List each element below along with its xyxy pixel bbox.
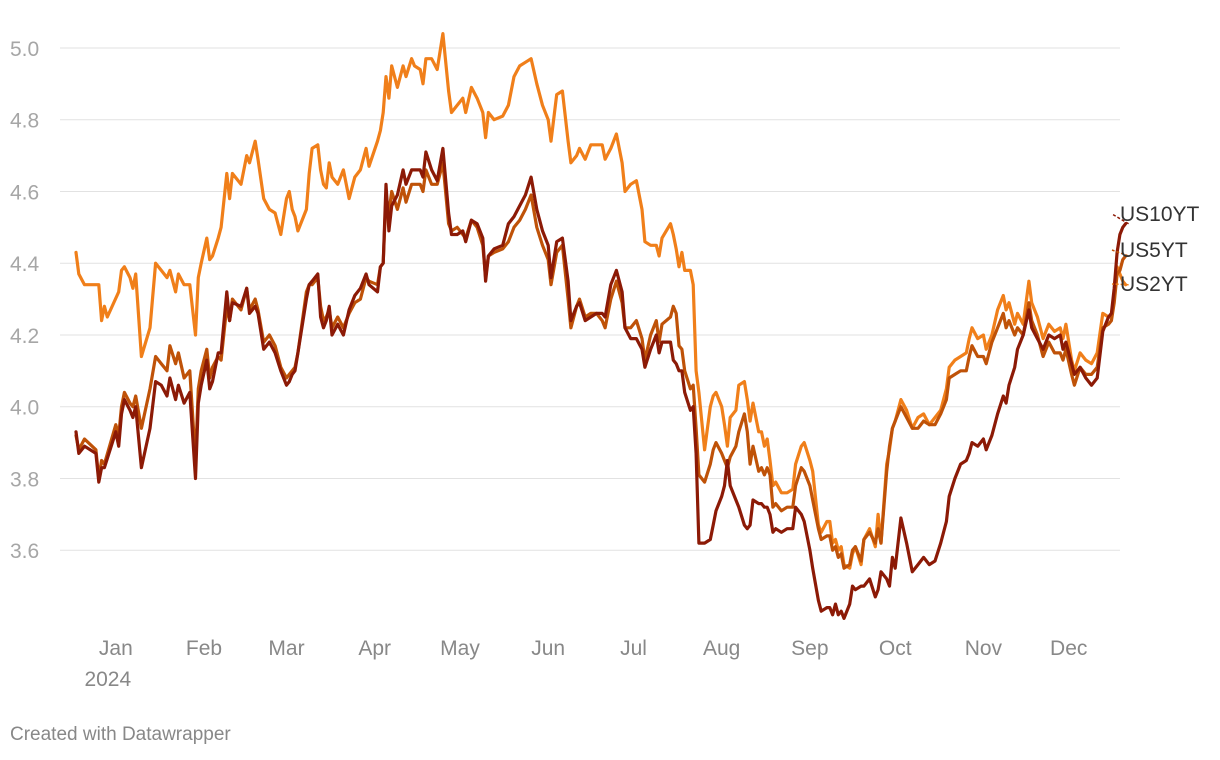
- x-tick-label: Jan: [99, 637, 133, 660]
- x-tick-label: Apr: [358, 637, 391, 660]
- legend-label-us10yt: US10YT: [1120, 203, 1200, 226]
- credit-text: Created with Datawrapper: [10, 724, 231, 745]
- legend-label-us2yt: US2YT: [1120, 273, 1188, 296]
- y-tick-label: 4.4: [10, 253, 40, 276]
- x-tick-label: Jul: [620, 637, 647, 660]
- series-line-us2yt: [74, 32, 1128, 570]
- y-tick-label: 4.0: [10, 397, 39, 420]
- x-tick-year: 2024: [84, 668, 131, 691]
- y-gridlines: [60, 47, 1120, 551]
- series-lines: [74, 32, 1128, 620]
- y-tick-label: 3.8: [10, 468, 39, 491]
- y-tick-label: 3.6: [10, 540, 39, 563]
- x-tick-label: Aug: [703, 637, 740, 660]
- x-tick-label: Nov: [965, 637, 1003, 660]
- legend: US2YT US5YT US10YT: [1111, 203, 1200, 296]
- x-tick-label: May: [440, 637, 480, 660]
- series-line-us5yt: [74, 161, 1128, 570]
- y-tick-label: 4.2: [10, 325, 39, 348]
- y-axis: 5.0 4.8 4.6 4.4 4.2 4.0 3.8 3.6: [10, 38, 40, 563]
- legend-connector: [1111, 249, 1129, 257]
- x-axis: Jan 2024 Feb Mar Apr May Jun Jul Aug Sep Oct Nov Dec: [84, 637, 1087, 691]
- legend-connector: [1111, 213, 1129, 225]
- y-tick-label: 4.6: [10, 181, 39, 204]
- x-tick-label: Mar: [268, 637, 304, 660]
- x-tick-label: Sep: [791, 637, 828, 660]
- x-tick-label: Feb: [186, 637, 222, 660]
- legend-label-us5yt: US5YT: [1120, 239, 1188, 262]
- x-tick-label: Jun: [531, 637, 565, 660]
- legend-connector: [1111, 283, 1129, 286]
- y-tick-label: 5.0: [10, 38, 39, 61]
- x-tick-label: Oct: [879, 637, 912, 660]
- y-tick-label: 4.8: [10, 110, 39, 133]
- x-tick-label: Dec: [1050, 637, 1087, 660]
- series-line-us10yt: [74, 146, 1128, 620]
